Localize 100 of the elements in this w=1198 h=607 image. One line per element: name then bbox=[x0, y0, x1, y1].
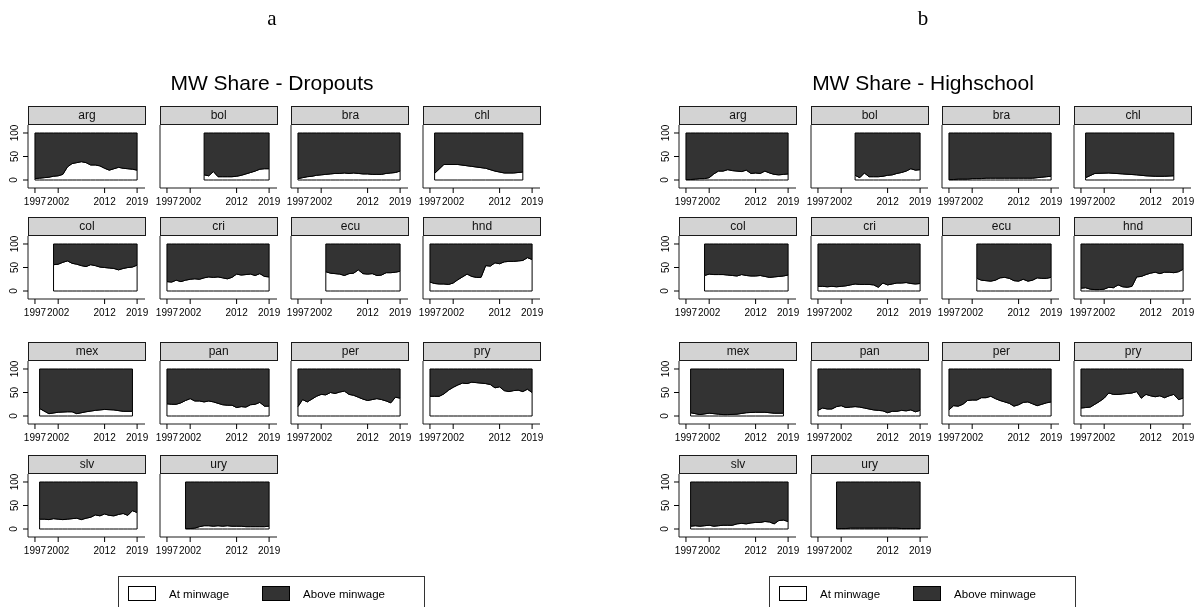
y-tick-label: 100 bbox=[8, 124, 20, 142]
x-tick-label: 2012 bbox=[93, 307, 117, 318]
x-tick-label: 2019 bbox=[1172, 307, 1195, 318]
x-tick-label: 2019 bbox=[257, 432, 281, 443]
y-tick-label: 0 bbox=[659, 287, 671, 294]
x-tick-label: 1997 bbox=[155, 432, 179, 443]
chart-title: per bbox=[942, 342, 1061, 361]
y-tick-label: 100 bbox=[8, 360, 20, 378]
x-tick-label: 2019 bbox=[776, 196, 800, 207]
x-tick-label: 2002 bbox=[310, 432, 334, 443]
chart-title: bol bbox=[810, 106, 929, 125]
x-tick-label: 1997 bbox=[155, 196, 179, 207]
x-tick-label: 1997 bbox=[1069, 432, 1093, 443]
x-tick-label: 1997 bbox=[938, 307, 961, 318]
y-tick-label: 0 bbox=[659, 176, 671, 183]
chart-title: arg bbox=[28, 106, 146, 125]
x-tick-label: 2012 bbox=[1007, 307, 1031, 318]
x-tick-label: 2019 bbox=[521, 196, 544, 207]
x-tick-label: 2019 bbox=[1172, 432, 1195, 443]
x-tick-label: 2002 bbox=[829, 432, 853, 443]
x-tick-label: 2019 bbox=[1040, 307, 1064, 318]
y-tick-label: 50 bbox=[8, 150, 20, 163]
x-tick-label: 1997 bbox=[287, 196, 310, 207]
chart-title: pan bbox=[810, 342, 929, 361]
x-tick-label: 2002 bbox=[178, 307, 202, 318]
x-tick-label: 2002 bbox=[1093, 196, 1116, 207]
x-tick-label: 1997 bbox=[806, 432, 830, 443]
chart-title: col bbox=[28, 217, 146, 236]
legend-label: Above minwage bbox=[954, 587, 1036, 600]
text: MW Share - Highschool bbox=[811, 70, 1035, 96]
x-tick-label: 2012 bbox=[744, 196, 768, 207]
x-tick-label: 2019 bbox=[389, 307, 413, 318]
x-tick-label: 2012 bbox=[1139, 196, 1163, 207]
x-tick-label: 1997 bbox=[806, 307, 830, 318]
x-tick-label: 2002 bbox=[829, 307, 853, 318]
y-tick-label: 0 bbox=[8, 176, 20, 183]
x-tick-label: 2002 bbox=[310, 307, 334, 318]
y-tick-label: 50 bbox=[659, 499, 671, 512]
x-tick-label: 2012 bbox=[93, 432, 117, 443]
y-tick-label: 0 bbox=[8, 412, 20, 419]
x-tick-label: 2002 bbox=[961, 307, 985, 318]
x-tick-label: 2019 bbox=[1040, 432, 1064, 443]
x-tick-label: 2012 bbox=[93, 545, 117, 556]
x-tick-label: 2012 bbox=[488, 196, 512, 207]
x-tick-label: 2002 bbox=[47, 432, 70, 443]
chart-title: hnd bbox=[423, 217, 542, 236]
x-tick-label: 2012 bbox=[876, 307, 899, 318]
y-tick-label: 0 bbox=[659, 412, 671, 419]
x-tick-label: 2012 bbox=[356, 307, 380, 318]
x-tick-label: 2002 bbox=[698, 432, 721, 443]
x-tick-label: 2002 bbox=[829, 196, 853, 207]
x-tick-label: 2012 bbox=[225, 545, 248, 556]
x-tick-label: 2012 bbox=[744, 545, 768, 556]
x-tick-label: 1997 bbox=[287, 307, 310, 318]
chart-title: pry bbox=[423, 342, 542, 361]
y-tick-label: 100 bbox=[8, 473, 20, 491]
x-tick-label: 2002 bbox=[1093, 307, 1116, 318]
x-tick-label: 2019 bbox=[1172, 196, 1195, 207]
y-tick-label: 0 bbox=[8, 525, 20, 532]
x-tick-label: 2002 bbox=[178, 545, 202, 556]
x-tick-label: 2019 bbox=[521, 307, 544, 318]
x-tick-label: 2002 bbox=[47, 307, 70, 318]
x-tick-label: 1997 bbox=[418, 307, 442, 318]
x-tick-label: 2012 bbox=[876, 545, 899, 556]
y-tick-label: 50 bbox=[8, 386, 20, 399]
x-tick-label: 2002 bbox=[961, 196, 985, 207]
x-tick-label: 2002 bbox=[310, 196, 334, 207]
x-tick-label: 2012 bbox=[225, 196, 248, 207]
x-tick-label: 2002 bbox=[698, 196, 721, 207]
y-tick-label: 100 bbox=[659, 473, 671, 491]
x-tick-label: 1997 bbox=[287, 432, 310, 443]
chart-title: ecu bbox=[291, 217, 410, 236]
chart-title: cri bbox=[159, 217, 278, 236]
x-tick-label: 1997 bbox=[1069, 307, 1093, 318]
x-tick-label: 2019 bbox=[521, 432, 544, 443]
x-tick-label: 2019 bbox=[257, 545, 281, 556]
x-tick-label: 1997 bbox=[418, 196, 442, 207]
x-tick-label: 1997 bbox=[23, 432, 47, 443]
x-tick-label: 2019 bbox=[125, 545, 149, 556]
x-tick-label: 2019 bbox=[125, 196, 149, 207]
x-tick-label: 2002 bbox=[442, 307, 465, 318]
chart-title: ecu bbox=[942, 217, 1061, 236]
chart-title: bol bbox=[159, 106, 278, 125]
x-tick-label: 2019 bbox=[125, 432, 149, 443]
chart-title: slv bbox=[28, 455, 146, 474]
x-tick-label: 2019 bbox=[908, 196, 932, 207]
x-tick-label: 1997 bbox=[1069, 196, 1093, 207]
text: a bbox=[266, 5, 278, 31]
x-tick-label: 2012 bbox=[356, 432, 380, 443]
chart-title: bra bbox=[942, 106, 1061, 125]
x-tick-label: 2012 bbox=[1139, 432, 1163, 443]
chart-title: per bbox=[291, 342, 410, 361]
x-tick-label: 2019 bbox=[908, 307, 932, 318]
x-tick-label: 2019 bbox=[389, 196, 413, 207]
x-tick-label: 2002 bbox=[442, 196, 465, 207]
chart-title: mex bbox=[679, 342, 797, 361]
y-tick-label: 100 bbox=[659, 235, 671, 253]
chart-title: bra bbox=[291, 106, 410, 125]
chart-title: mex bbox=[28, 342, 146, 361]
x-tick-label: 2019 bbox=[1040, 196, 1064, 207]
